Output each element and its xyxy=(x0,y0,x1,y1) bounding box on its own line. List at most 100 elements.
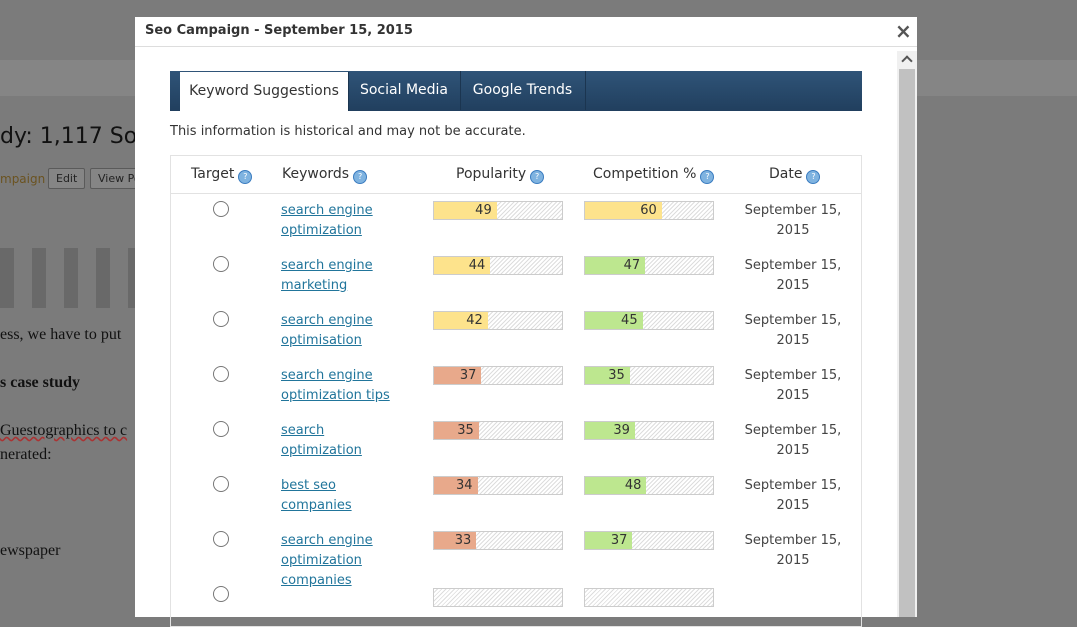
tab-bar: Keyword Suggestions Social Media Google Tr… xyxy=(170,71,862,111)
bar-fill xyxy=(434,532,477,549)
bar-fill xyxy=(434,477,478,494)
bar-value: 34 xyxy=(455,478,473,493)
toolbar xyxy=(0,248,135,308)
column-header: Popularity? xyxy=(456,156,545,193)
bar-fill xyxy=(585,202,662,219)
help-icon[interactable]: ? xyxy=(806,170,821,184)
scroll-up[interactable] xyxy=(901,55,913,67)
post-title: dy: 1,117 Soc xyxy=(0,124,150,149)
bar-value: 48 xyxy=(624,478,642,493)
date: September 15, 2015 xyxy=(744,313,842,348)
bar-value: 37 xyxy=(459,368,477,383)
paragraph: ewspaper xyxy=(0,542,61,559)
admin-bar xyxy=(917,60,1077,96)
keyword-table: Target? Keywords? Popularity? Competition %… xyxy=(170,155,862,627)
header-text: Competition % xyxy=(593,166,697,182)
modal: Seo Campaign - September 15, 2015 × Keyw… xyxy=(135,17,917,627)
bar-fill xyxy=(585,477,647,494)
bar-track: 37 xyxy=(433,366,563,385)
keyword-link[interactable]: search engine optimisation xyxy=(281,313,373,348)
radio[interactable] xyxy=(213,201,229,217)
radio[interactable] xyxy=(213,586,229,602)
bar-fill xyxy=(434,312,488,329)
header-text: Date xyxy=(769,166,803,182)
column-header: Date? xyxy=(769,156,821,193)
bar-track: 47 xyxy=(584,256,714,275)
radio[interactable] xyxy=(213,366,229,382)
header-text: Keywords xyxy=(282,166,350,182)
help-icon[interactable]: ? xyxy=(700,170,715,184)
paragraph: Guestographics to c xyxy=(0,422,128,439)
keyword-link[interactable]: search engine marketing xyxy=(281,258,373,293)
admin-bar xyxy=(0,60,135,96)
tab[interactable]: Keyword Suggestions xyxy=(180,72,349,111)
scrollbar[interactable] xyxy=(897,51,917,617)
bar-value: 60 xyxy=(640,203,657,218)
bar-track: 33 xyxy=(433,531,563,550)
bar-fill xyxy=(585,422,635,439)
bar-value: 42 xyxy=(466,313,483,328)
bar-track xyxy=(584,588,714,607)
bar-fill xyxy=(434,257,491,274)
keyword-link[interactable]: search engine optimization tips xyxy=(281,368,390,403)
keyword-link[interactable]: search engine optimization companies xyxy=(281,533,373,588)
bar-fill xyxy=(585,532,633,549)
date: September 15, 2015 xyxy=(744,203,842,238)
tab[interactable]: Social Media xyxy=(348,71,461,110)
bar-value: 35 xyxy=(457,423,474,438)
paragraph: ess, we have to put xyxy=(0,326,122,343)
bar-track: 39 xyxy=(584,421,714,440)
keyword-link[interactable]: search engine optimization xyxy=(281,203,373,238)
help-icon[interactable]: ? xyxy=(530,170,545,184)
bar-fill xyxy=(585,367,630,384)
edit-button[interactable]: Edit xyxy=(48,168,86,189)
column-header: Competition %? xyxy=(593,156,715,193)
header-divider xyxy=(171,193,861,194)
tab[interactable]: Google Trends xyxy=(460,71,586,110)
bar-value: 45 xyxy=(621,313,638,328)
bar-value: 44 xyxy=(468,258,486,273)
header-text: Target xyxy=(191,166,235,182)
bar-track: 45 xyxy=(584,311,714,330)
help-icon[interactable]: ? xyxy=(353,170,368,184)
bar-track: 48 xyxy=(584,476,714,495)
bar-value: 49 xyxy=(475,203,492,218)
bar-value: 33 xyxy=(454,533,472,548)
divider xyxy=(135,46,917,47)
screen: dy: 1,117 Soc mpaign Edit View Po ess, w… xyxy=(0,17,1077,627)
bar-track: 34 xyxy=(433,476,563,495)
bar-track: 35 xyxy=(433,421,563,440)
radio[interactable] xyxy=(213,421,229,437)
column-header: Keywords? xyxy=(282,156,368,193)
keyword-link[interactable]: search optimization xyxy=(281,423,362,458)
radio[interactable] xyxy=(213,476,229,492)
bar-fill xyxy=(434,422,479,439)
date: September 15, 2015 xyxy=(744,533,842,568)
bar-track: 44 xyxy=(433,256,563,275)
date: September 15, 2015 xyxy=(744,423,842,458)
bar-track xyxy=(433,588,563,607)
modal-title: Seo Campaign - September 15, 2015 xyxy=(145,23,413,38)
date: September 15, 2015 xyxy=(744,478,842,513)
help-icon[interactable]: ? xyxy=(238,170,253,184)
radio[interactable] xyxy=(213,256,229,272)
scroll-thumb[interactable] xyxy=(899,69,915,617)
bar-fill xyxy=(585,257,646,274)
radio[interactable] xyxy=(213,531,229,547)
status: mpaign xyxy=(0,172,46,186)
radio[interactable] xyxy=(213,311,229,327)
bar-fill xyxy=(434,367,482,384)
bar-track: 37 xyxy=(584,531,714,550)
bar-fill xyxy=(585,312,643,329)
close-button[interactable]: × xyxy=(895,19,912,43)
keyword-link[interactable]: best seo companies xyxy=(281,478,352,513)
column-header: Target? xyxy=(191,156,253,193)
bar-value: 47 xyxy=(623,258,641,273)
date: September 15, 2015 xyxy=(744,368,842,403)
bar-track: 42 xyxy=(433,311,563,330)
bar-track: 60 xyxy=(584,201,714,220)
bar-track: 49 xyxy=(433,201,563,220)
notice: This information is historical and may n… xyxy=(170,124,526,139)
bar-value: 39 xyxy=(613,423,630,438)
paragraph: s case study xyxy=(0,374,81,391)
